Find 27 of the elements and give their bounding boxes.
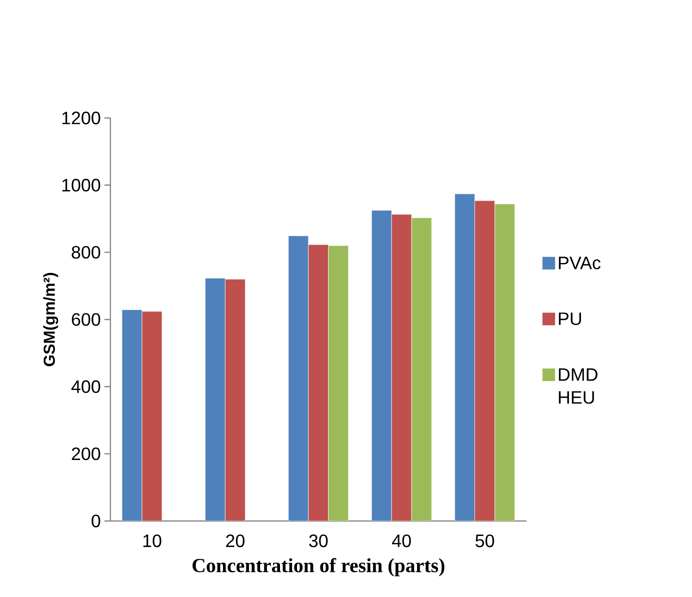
x-tick-label: 40: [392, 534, 411, 548]
bar: [308, 244, 329, 521]
y-tick-label: 600: [72, 313, 100, 326]
bar: [122, 310, 142, 521]
x-tick-label: 20: [226, 534, 244, 548]
x-tick-label: 30: [309, 534, 328, 548]
bar: [371, 210, 392, 521]
y-axis-title: GSM(gm/m²): [43, 272, 58, 366]
y-tick-label: 1200: [62, 112, 100, 124]
legend-label: DMD HEU: [558, 368, 598, 404]
bar: [205, 278, 226, 521]
y-tick-label: 0: [92, 514, 100, 528]
y-tick-label: 400: [71, 380, 100, 393]
x-axis-title: Concentration of resin (parts): [192, 558, 444, 576]
bar: [474, 200, 496, 521]
y-tick-label: 800: [72, 246, 100, 259]
legend-label: PU: [558, 312, 581, 326]
legend-label: PVAc: [558, 256, 601, 270]
bar: [454, 194, 476, 521]
bar: [288, 236, 309, 521]
y-tick-label: 1000: [62, 178, 100, 192]
y-tick-label: 200: [72, 447, 100, 460]
x-tick-label: 10: [143, 534, 162, 548]
x-tick-label: 50: [476, 534, 494, 548]
bar: [225, 278, 246, 521]
bar: [142, 311, 162, 521]
bar: [391, 214, 412, 521]
